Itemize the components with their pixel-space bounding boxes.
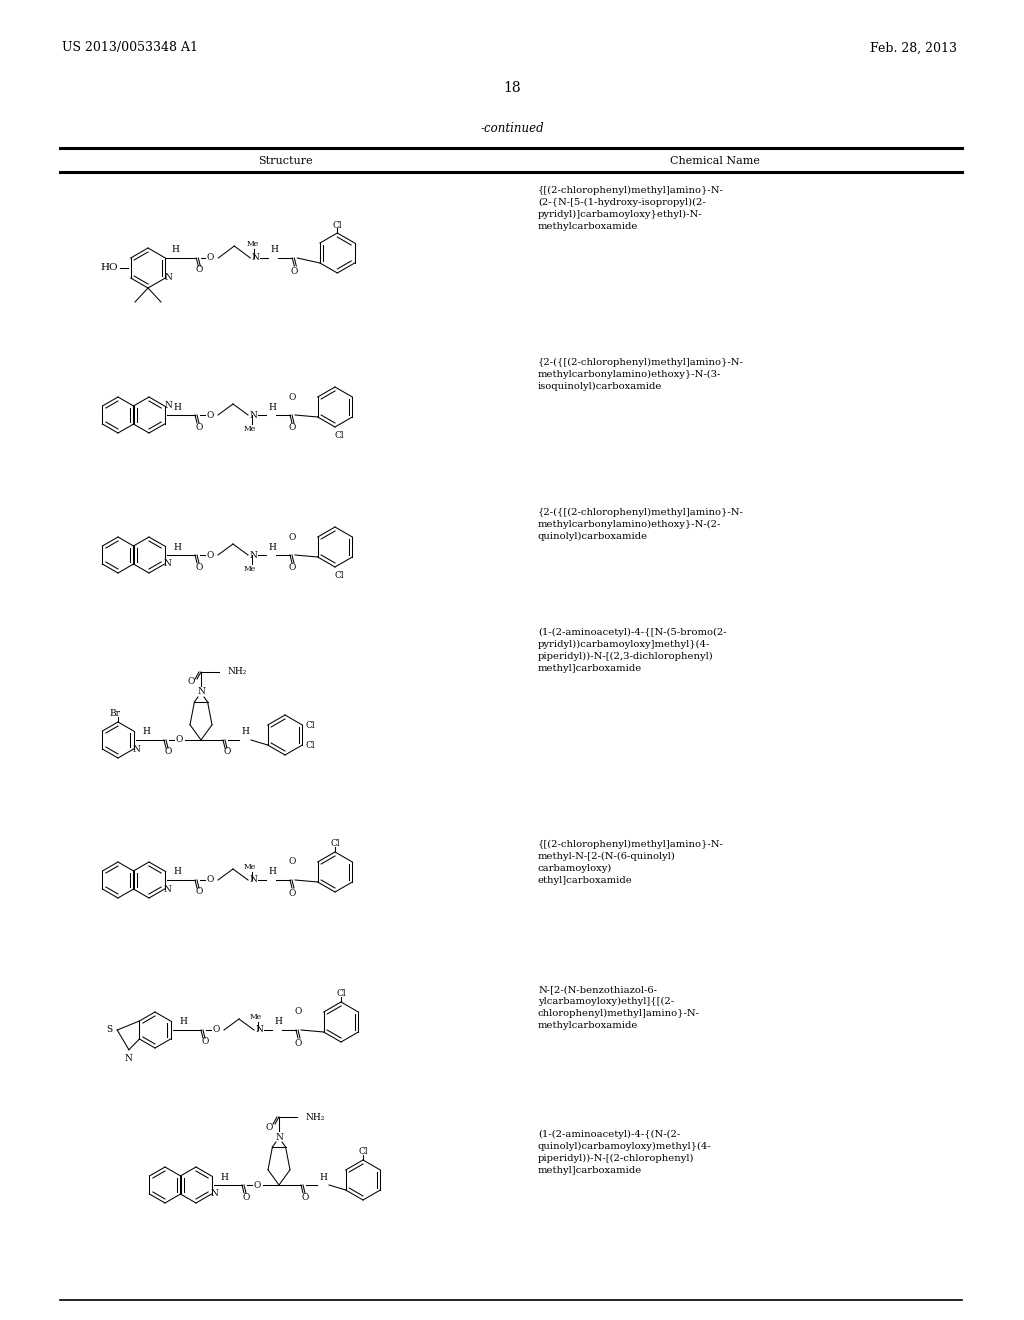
Text: H: H (268, 543, 275, 552)
Text: O: O (294, 1007, 302, 1016)
Text: N: N (251, 253, 259, 263)
Text: N-[2-(N-benzothiazol-6-
ylcarbamoyloxy)ethyl]{[(2-
chlorophenyl)methyl]amino}-N-: N-[2-(N-benzothiazol-6- ylcarbamoyloxy)e… (538, 985, 700, 1030)
Text: NH₂: NH₂ (305, 1113, 325, 1122)
Text: (1-(2-aminoacetyl)-4-{(N-(2-
quinolyl)carbamoyloxy)methyl}(4-
piperidyl))-N-[(2-: (1-(2-aminoacetyl)-4-{(N-(2- quinolyl)ca… (538, 1130, 712, 1175)
Text: O: O (253, 1180, 261, 1189)
Text: O: O (164, 747, 172, 756)
Text: N: N (164, 884, 172, 894)
Text: H: H (173, 543, 181, 552)
Text: {[(2-chlorophenyl)methyl]amino}-N-
methyl-N-[2-(N-(6-quinolyl)
carbamoyloxy)
eth: {[(2-chlorophenyl)methyl]amino}-N- methy… (538, 840, 724, 884)
Text: Me: Me (246, 240, 258, 248)
Text: O: O (206, 411, 214, 420)
Text: N: N (249, 411, 257, 420)
Text: O: O (196, 422, 203, 432)
Text: N: N (249, 550, 257, 560)
Text: O: O (289, 564, 296, 573)
Text: Cl: Cl (333, 220, 342, 230)
Text: {2-({[(2-chlorophenyl)methyl]amino}-N-
methylcarbonylamino)ethoxy}-N-(3-
isoquin: {2-({[(2-chlorophenyl)methyl]amino}-N- m… (538, 358, 743, 391)
Text: O: O (289, 858, 296, 866)
Text: O: O (175, 735, 182, 744)
Text: N: N (125, 1055, 133, 1064)
Text: {2-({[(2-chlorophenyl)methyl]amino}-N-
methylcarbonylamino)ethoxy}-N-(2-
quinoly: {2-({[(2-chlorophenyl)methyl]amino}-N- m… (538, 508, 743, 541)
Text: N: N (255, 1026, 263, 1035)
Text: H: H (142, 727, 150, 737)
Text: Feb. 28, 2013: Feb. 28, 2013 (870, 41, 957, 54)
Text: O: O (243, 1192, 250, 1201)
Text: N: N (197, 688, 205, 697)
Text: Me: Me (244, 863, 256, 871)
Text: Me: Me (250, 1012, 262, 1020)
Text: O: O (212, 1026, 220, 1035)
Text: H: H (173, 867, 181, 876)
Text: O: O (289, 392, 296, 401)
Text: N: N (164, 560, 172, 569)
Text: O: O (187, 677, 195, 686)
Text: O: O (223, 747, 230, 756)
Text: S: S (106, 1026, 113, 1035)
Text: Br: Br (110, 710, 121, 718)
Text: H: H (319, 1172, 327, 1181)
Text: Cl: Cl (305, 721, 315, 730)
Text: Chemical Name: Chemical Name (670, 156, 760, 166)
Text: O: O (207, 253, 214, 263)
Text: H: H (220, 1172, 228, 1181)
Text: H: H (241, 727, 249, 737)
Text: H: H (173, 403, 181, 412)
Text: Cl: Cl (336, 990, 346, 998)
Text: O: O (294, 1039, 302, 1048)
Text: H: H (179, 1018, 187, 1027)
Text: N: N (249, 875, 257, 884)
Text: HO: HO (100, 264, 118, 272)
Text: O: O (289, 532, 296, 541)
Text: Me: Me (244, 425, 256, 433)
Text: O: O (206, 550, 214, 560)
Text: N: N (211, 1189, 218, 1199)
Text: -continued: -continued (480, 121, 544, 135)
Text: US 2013/0053348 A1: US 2013/0053348 A1 (62, 41, 198, 54)
Text: O: O (291, 267, 298, 276)
Text: H: H (268, 867, 275, 876)
Text: Cl: Cl (334, 570, 344, 579)
Text: H: H (270, 246, 279, 255)
Text: O: O (196, 265, 203, 275)
Text: N: N (165, 273, 172, 282)
Text: Cl: Cl (305, 741, 315, 750)
Text: H: H (268, 403, 275, 412)
Text: Structure: Structure (258, 156, 312, 166)
Text: Me: Me (244, 565, 256, 573)
Text: {[(2-chlorophenyl)methyl]amino}-N-
(2-{N-[5-(1-hydroxy-isopropyl)(2-
pyridyl)]ca: {[(2-chlorophenyl)methyl]amino}-N- (2-{N… (538, 186, 724, 231)
Text: O: O (196, 562, 203, 572)
Text: H: H (171, 246, 179, 255)
Text: 18: 18 (503, 81, 521, 95)
Text: NH₂: NH₂ (227, 668, 247, 676)
Text: O: O (289, 424, 296, 433)
Text: O: O (202, 1038, 209, 1047)
Text: Cl: Cl (358, 1147, 368, 1156)
Text: N: N (275, 1133, 283, 1142)
Text: (1-(2-aminoacetyl)-4-{[N-(5-bromo(2-
pyridyl))carbamoyloxy]methyl}(4-
piperidyl): (1-(2-aminoacetyl)-4-{[N-(5-bromo(2- pyr… (538, 628, 727, 673)
Text: O: O (301, 1192, 308, 1201)
Text: O: O (265, 1122, 272, 1131)
Text: O: O (289, 888, 296, 898)
Text: Cl: Cl (330, 840, 340, 849)
Text: O: O (206, 875, 214, 884)
Text: N: N (165, 401, 172, 411)
Text: Cl: Cl (334, 430, 344, 440)
Text: H: H (274, 1018, 282, 1027)
Text: O: O (196, 887, 203, 896)
Text: N: N (133, 744, 140, 754)
